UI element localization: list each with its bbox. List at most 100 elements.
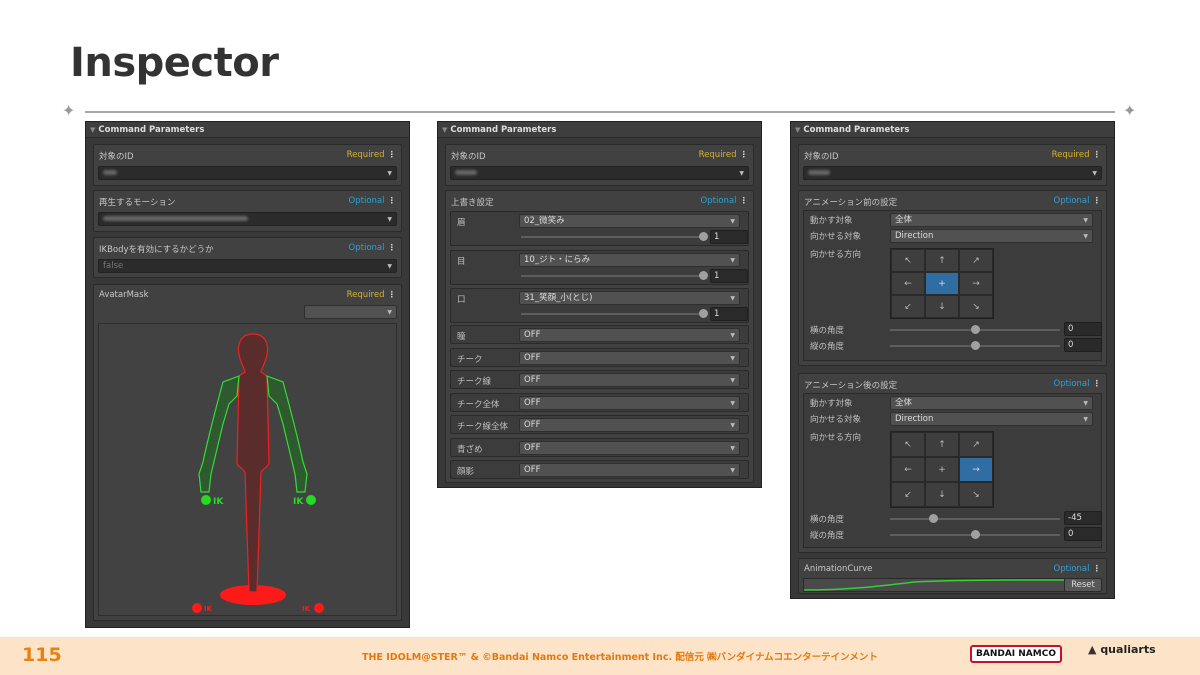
kebab-menu-icon[interactable]: ⋮: [1092, 379, 1102, 389]
field-label: AnimationCurve: [804, 564, 873, 574]
expression-dropdown[interactable]: 02_微笑み ▼: [519, 214, 740, 228]
direction-down-left-button[interactable]: ↙: [891, 295, 925, 318]
expression-dropdown[interactable]: 10_ジト・にらみ ▼: [519, 252, 740, 267]
direction-down-button[interactable]: ↓: [925, 482, 959, 507]
direction-down-right-button[interactable]: ↘: [959, 295, 993, 318]
collapse-triangle-icon[interactable]: ▼: [795, 126, 801, 134]
left-hand-ik-icon[interactable]: [201, 495, 211, 505]
kebab-menu-icon[interactable]: ⋮: [739, 150, 749, 160]
toggle-dropdown[interactable]: OFF ▼: [519, 395, 740, 410]
toggle-dropdown[interactable]: OFF ▼: [519, 328, 740, 342]
root-mask-ellipse[interactable]: [220, 585, 286, 605]
motion-dropdown[interactable]: ▼: [98, 212, 397, 226]
right-hand-ik-icon[interactable]: [306, 495, 316, 505]
toggle-dropdown[interactable]: OFF ▼: [519, 440, 740, 455]
kebab-menu-icon[interactable]: ⋮: [1092, 564, 1102, 574]
left-foot-ik-icon[interactable]: [192, 603, 202, 613]
direction-grid: ↖ ↑ ↗ ← + → ↙ ↓ ↘: [890, 431, 994, 508]
weight-slider[interactable]: [521, 270, 708, 280]
toggle-dropdown[interactable]: OFF ▼: [519, 350, 740, 365]
target-id-dropdown[interactable]: ▼: [803, 166, 1102, 180]
direction-right-button[interactable]: →: [959, 272, 993, 295]
direction-center-button[interactable]: +: [925, 272, 959, 295]
weight-input[interactable]: 1: [710, 268, 748, 283]
optional-badge: Optional ⋮: [700, 196, 749, 206]
direction-up-left-button[interactable]: ↖: [891, 249, 925, 272]
kebab-menu-icon[interactable]: ⋮: [387, 150, 397, 160]
toggle-dropdown[interactable]: OFF ▼: [519, 418, 740, 432]
direction-left-button[interactable]: ←: [891, 457, 925, 482]
weight-slider[interactable]: [521, 309, 708, 318]
slider-knob[interactable]: [699, 270, 708, 280]
direction-center-button[interactable]: +: [925, 457, 959, 482]
kebab-menu-icon[interactable]: ⋮: [387, 290, 397, 300]
chevron-down-icon: ▼: [730, 467, 735, 474]
body-mask[interactable]: [236, 333, 270, 593]
setting-label: 動かす対象: [810, 399, 853, 409]
expression-dropdown[interactable]: 31_笑顔_小(とじ) ▼: [519, 291, 740, 305]
left-arm-mask[interactable]: [198, 375, 240, 493]
horizontal-angle-input[interactable]: 0: [1064, 322, 1102, 336]
slider-knob[interactable]: [699, 232, 708, 241]
toggle-dropdown[interactable]: OFF ▼: [519, 373, 740, 387]
kebab-menu-icon[interactable]: ⋮: [387, 243, 397, 253]
vertical-angle-input[interactable]: 0: [1064, 527, 1102, 541]
target-id-dropdown[interactable]: ▼: [98, 166, 397, 180]
collapse-triangle-icon[interactable]: ▼: [442, 126, 448, 134]
vertical-angle-slider[interactable]: [890, 530, 1060, 539]
inspector-panel-middle: ▼ Command Parameters 対象のID Required ⋮ ▼ 上書…: [437, 121, 762, 488]
weight-input[interactable]: 1: [710, 307, 748, 321]
kebab-menu-icon[interactable]: ⋮: [1092, 196, 1102, 206]
face-target-dropdown[interactable]: Direction ▼: [890, 229, 1093, 243]
override-slider-row: 口 31_笑顔_小(とじ) ▼ 1: [450, 288, 749, 323]
avatar-mask-dropdown[interactable]: ▼: [304, 305, 397, 319]
direction-up-right-button[interactable]: ↗: [959, 249, 993, 272]
direction-down-button[interactable]: ↓: [925, 295, 959, 318]
animation-curve-field[interactable]: [803, 578, 1066, 592]
direction-up-left-button[interactable]: ↖: [891, 432, 925, 457]
chevron-down-icon: ▼: [730, 377, 735, 384]
direction-left-button[interactable]: ←: [891, 272, 925, 295]
field-label: 対象のID: [451, 152, 486, 162]
move-target-dropdown[interactable]: 全体 ▼: [890, 213, 1093, 227]
slider-knob[interactable]: [971, 341, 980, 350]
direction-up-button[interactable]: ↑: [925, 249, 959, 272]
reset-button[interactable]: Reset: [1064, 578, 1102, 592]
slider-knob[interactable]: [971, 530, 980, 539]
field-label: 上書き設定: [451, 198, 494, 208]
direction-down-left-button[interactable]: ↙: [891, 482, 925, 507]
slider-knob[interactable]: [699, 309, 708, 318]
horizontal-angle-slider[interactable]: [890, 325, 1060, 334]
face-target-dropdown[interactable]: Direction ▼: [890, 412, 1093, 426]
slider-knob[interactable]: [928, 514, 938, 523]
kebab-menu-icon[interactable]: ⋮: [1092, 150, 1102, 160]
dropdown-value: false: [103, 261, 124, 271]
horizontal-angle-slider[interactable]: [890, 514, 1060, 523]
target-id-dropdown[interactable]: ▼: [450, 166, 749, 180]
kebab-menu-icon[interactable]: ⋮: [387, 196, 397, 206]
direction-up-button[interactable]: ↑: [925, 432, 959, 457]
toggle-dropdown[interactable]: OFF ▼: [519, 463, 740, 477]
horizontal-angle-input[interactable]: -45: [1064, 511, 1102, 525]
panel-title: Command Parameters: [803, 125, 910, 135]
right-arm-mask[interactable]: [266, 375, 308, 493]
dropdown-value: 全体: [895, 215, 913, 225]
slider-knob[interactable]: [971, 325, 980, 334]
panel-header[interactable]: ▼ Command Parameters: [791, 122, 1114, 138]
direction-down-right-button[interactable]: ↘: [959, 482, 993, 507]
kebab-menu-icon[interactable]: ⋮: [739, 196, 749, 206]
weight-input[interactable]: 1: [710, 230, 748, 244]
vertical-angle-slider[interactable]: [890, 341, 1060, 350]
vertical-angle-input[interactable]: 0: [1064, 338, 1102, 352]
ikbody-dropdown[interactable]: false ▼: [98, 259, 397, 273]
collapse-triangle-icon[interactable]: ▼: [90, 126, 96, 134]
panel-header[interactable]: ▼ Command Parameters: [86, 122, 409, 138]
direction-up-right-button[interactable]: ↗: [959, 432, 993, 457]
direction-right-button[interactable]: →: [959, 457, 993, 482]
dropdown-value: Direction: [895, 414, 934, 424]
weight-slider[interactable]: [521, 232, 708, 241]
move-target-dropdown[interactable]: 全体 ▼: [890, 396, 1093, 410]
panel-header[interactable]: ▼ Command Parameters: [438, 122, 761, 138]
right-foot-ik-icon[interactable]: [314, 603, 324, 613]
required-badge: Required ⋮: [1051, 150, 1102, 160]
